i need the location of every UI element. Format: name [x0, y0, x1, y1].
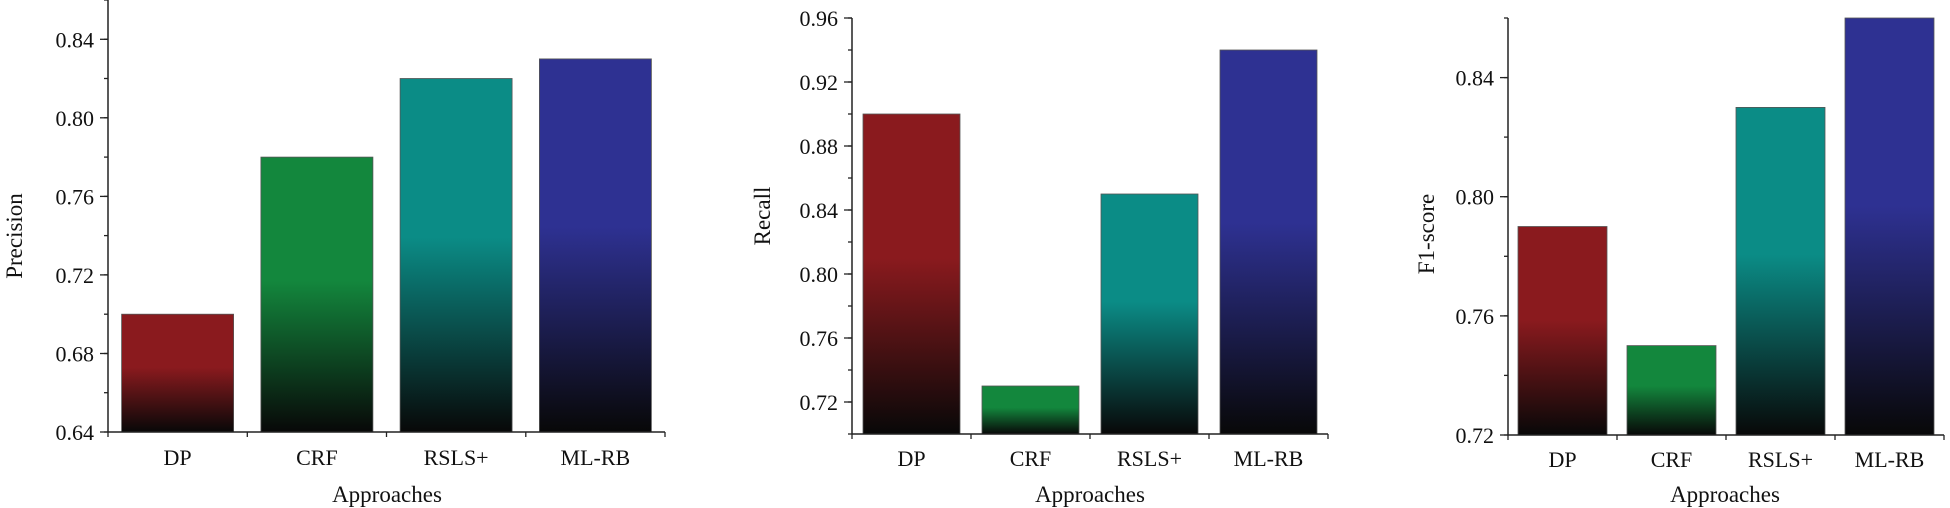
recall-x-axis-title: Approaches [1035, 482, 1145, 507]
precision-chart: 0.64 0.68 0.72 0.76 0.80 0.84 DP CRF RSLS+ ML-RB… [2, 0, 666, 507]
f1-score-y-tick-label: 0.80 [1456, 185, 1495, 210]
recall-y-tick-label: 0.92 [800, 70, 839, 95]
precision-x-ticks: DP CRF RSLS+ ML-RB [107, 432, 666, 470]
f1-score-y-tick-label: 0.72 [1456, 423, 1495, 448]
precision-y-tick-label: 0.80 [56, 106, 95, 131]
recall-y-tick-label: 0.88 [800, 134, 839, 159]
precision-x-tick-label: ML-RB [561, 445, 631, 470]
f1-score-y-tick-label: 0.76 [1456, 304, 1495, 329]
f1-score-x-ticks: DP CRF RSLS+ ML-RB [1507, 435, 1945, 472]
precision-y-ticks: 0.64 0.68 0.72 0.76 0.80 0.84 [56, 0, 108, 445]
f1-score-bar-ml-rb [1844, 17, 1935, 436]
recall-y-tick-label: 0.72 [800, 390, 839, 415]
f1-score-y-axis-title: F1-score [1414, 194, 1439, 274]
recall-bar-dp [862, 113, 961, 435]
precision-y-tick-label: 0.64 [56, 420, 95, 445]
recall-x-tick-label: DP [897, 446, 925, 471]
precision-bars [121, 58, 652, 433]
f1-score-chart: 0.72 0.76 0.80 0.84 DP CRF RSLS+ ML-RB F1-scor… [1414, 17, 1945, 507]
precision-x-axis-title: Approaches [332, 482, 442, 507]
recall-x-tick-label: CRF [1010, 446, 1052, 471]
recall-bar-ml-rb [1219, 49, 1318, 435]
recall-bar-rsls [1100, 193, 1199, 435]
recall-y-axis-title: Recall [750, 187, 775, 246]
recall-y-tick-label: 0.84 [800, 198, 839, 223]
f1-score-bar-crf [1626, 345, 1717, 436]
f1-score-bars [1517, 17, 1935, 436]
recall-y-tick-label: 0.76 [800, 326, 839, 351]
recall-x-tick-label: RSLS+ [1117, 446, 1182, 471]
precision-bar-crf [260, 156, 374, 433]
precision-bar-rsls [399, 78, 513, 433]
precision-x-tick-label: RSLS+ [424, 445, 489, 470]
precision-y-tick-label: 0.84 [56, 27, 95, 52]
precision-y-tick-label: 0.72 [56, 263, 95, 288]
precision-x-tick-label: DP [164, 445, 192, 470]
f1-score-x-axis-title: Approaches [1670, 482, 1780, 507]
recall-y-ticks: 0.72 0.76 0.80 0.84 0.88 0.92 0.96 [800, 6, 852, 435]
recall-x-tick-label: ML-RB [1234, 446, 1304, 471]
f1-score-bar-rsls [1735, 107, 1826, 436]
recall-y-tick-label: 0.96 [800, 6, 839, 31]
recall-chart: 0.72 0.76 0.80 0.84 0.88 0.92 0.96 DP CRF RSLS+ M… [750, 6, 1329, 507]
recall-bars [862, 49, 1318, 435]
f1-score-x-tick-label: ML-RB [1855, 447, 1925, 472]
f1-score-x-tick-label: DP [1548, 447, 1576, 472]
f1-score-bar-dp [1517, 226, 1608, 436]
recall-y-tick-label: 0.80 [800, 262, 839, 287]
precision-y-axis-title: Precision [2, 193, 27, 279]
f1-score-x-tick-label: CRF [1651, 447, 1693, 472]
precision-x-tick-label: CRF [296, 445, 338, 470]
f1-score-x-tick-label: RSLS+ [1748, 447, 1813, 472]
f1-score-y-ticks: 0.72 0.76 0.80 0.84 [1456, 17, 1508, 448]
precision-y-tick-label: 0.76 [56, 184, 95, 209]
precision-y-tick-label: 0.68 [56, 342, 95, 367]
f1-score-y-tick-label: 0.84 [1456, 66, 1495, 91]
precision-bar-ml-rb [539, 58, 652, 433]
precision-bar-dp [121, 313, 234, 433]
recall-bar-crf [981, 385, 1080, 435]
recall-x-ticks: DP CRF RSLS+ ML-RB [851, 434, 1329, 471]
